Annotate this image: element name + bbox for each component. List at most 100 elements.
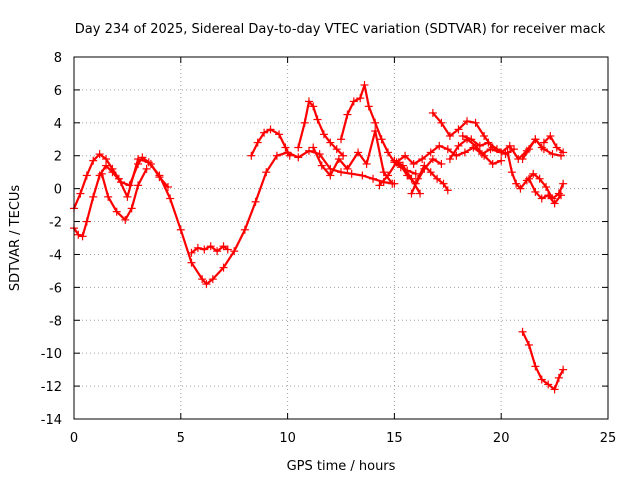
satellite-track-8-line xyxy=(312,129,394,185)
data-point xyxy=(223,245,232,254)
y-tick-label: -14 xyxy=(41,413,62,428)
data-point xyxy=(163,182,172,191)
data-point xyxy=(542,182,551,191)
data-point xyxy=(337,168,345,177)
satellite-track-7 xyxy=(337,80,420,178)
data-point xyxy=(89,192,98,201)
satellite-track-6 xyxy=(294,97,348,160)
data-point xyxy=(116,178,125,187)
data-point xyxy=(548,150,557,159)
data-point xyxy=(187,248,196,257)
data-point xyxy=(428,108,437,117)
data-point xyxy=(326,171,335,180)
data-point xyxy=(379,168,388,177)
satellite-track-20 xyxy=(539,131,568,157)
data-point xyxy=(505,141,514,150)
satellite-track-3 xyxy=(97,164,151,224)
data-point xyxy=(537,143,546,152)
data-point xyxy=(428,155,437,164)
data-point xyxy=(535,174,544,183)
data-point xyxy=(281,143,290,152)
data-point xyxy=(200,245,209,254)
data-point xyxy=(510,145,519,154)
data-point xyxy=(260,128,269,137)
data-point xyxy=(319,130,328,139)
satellite-track-12-line xyxy=(397,157,443,185)
data-point xyxy=(334,155,343,164)
data-point xyxy=(313,115,322,124)
data-point xyxy=(206,242,215,251)
data-point xyxy=(108,168,117,177)
data-point xyxy=(401,151,410,160)
satellite-track-18-line xyxy=(521,330,565,391)
satellite-track-15 xyxy=(458,131,519,159)
data-point xyxy=(251,197,260,206)
y-tick-label: 2 xyxy=(54,150,62,165)
data-point xyxy=(349,97,358,106)
y-tick-label: -6 xyxy=(49,281,62,296)
data-point xyxy=(409,159,418,168)
data-point xyxy=(512,179,521,188)
y-tick-label: 6 xyxy=(54,84,62,99)
data-point xyxy=(497,156,506,165)
data-point xyxy=(439,179,448,188)
data-point xyxy=(488,159,497,168)
data-point xyxy=(452,151,461,160)
data-point xyxy=(531,135,540,144)
data-point xyxy=(544,380,553,389)
data-point xyxy=(537,194,546,203)
data-point xyxy=(445,155,454,164)
data-point xyxy=(524,145,533,154)
data-point xyxy=(480,151,489,160)
data-point xyxy=(275,130,284,139)
satellite-track-13-line xyxy=(431,111,494,149)
x-tick-label: 15 xyxy=(386,431,403,446)
data-point xyxy=(82,217,91,226)
data-point xyxy=(332,145,341,154)
data-point xyxy=(230,247,239,256)
data-point xyxy=(411,169,420,178)
data-point xyxy=(550,199,559,208)
data-point xyxy=(445,131,454,140)
data-point xyxy=(375,181,384,190)
satellite-track-14 xyxy=(445,135,506,168)
satellite-track-19 xyxy=(518,135,546,164)
satellite-track-2 xyxy=(70,153,172,241)
data-point xyxy=(300,118,309,127)
data-point xyxy=(557,191,566,200)
data-point xyxy=(347,169,356,178)
data-point xyxy=(475,141,484,150)
data-point xyxy=(97,169,106,178)
data-point xyxy=(388,179,397,188)
data-point xyxy=(559,365,568,374)
data-point xyxy=(546,131,555,140)
data-point xyxy=(383,148,392,157)
data-point xyxy=(443,145,452,154)
data-point xyxy=(416,189,425,198)
data-point xyxy=(309,102,318,111)
grid-layer xyxy=(74,57,608,419)
data-point xyxy=(426,168,435,177)
satellite-track-4-line xyxy=(190,245,229,254)
data-point xyxy=(559,148,568,157)
data-point xyxy=(426,148,435,157)
data-point xyxy=(411,179,420,188)
data-point xyxy=(339,151,348,160)
data-point xyxy=(78,232,87,241)
data-point xyxy=(272,151,281,160)
data-point xyxy=(362,159,371,168)
data-point xyxy=(559,179,568,188)
data-point xyxy=(518,155,527,164)
satellite-track-4 xyxy=(187,242,232,257)
data-point xyxy=(371,118,380,127)
data-point xyxy=(309,143,318,152)
x-tick-label: 0 xyxy=(70,431,78,446)
data-point xyxy=(76,189,85,198)
data-point xyxy=(354,148,363,157)
x-tick-label: 10 xyxy=(279,431,296,446)
satellite-track-13 xyxy=(428,108,497,152)
data-point xyxy=(127,204,136,213)
data-point xyxy=(529,169,538,178)
satellite-track-17 xyxy=(524,174,566,208)
